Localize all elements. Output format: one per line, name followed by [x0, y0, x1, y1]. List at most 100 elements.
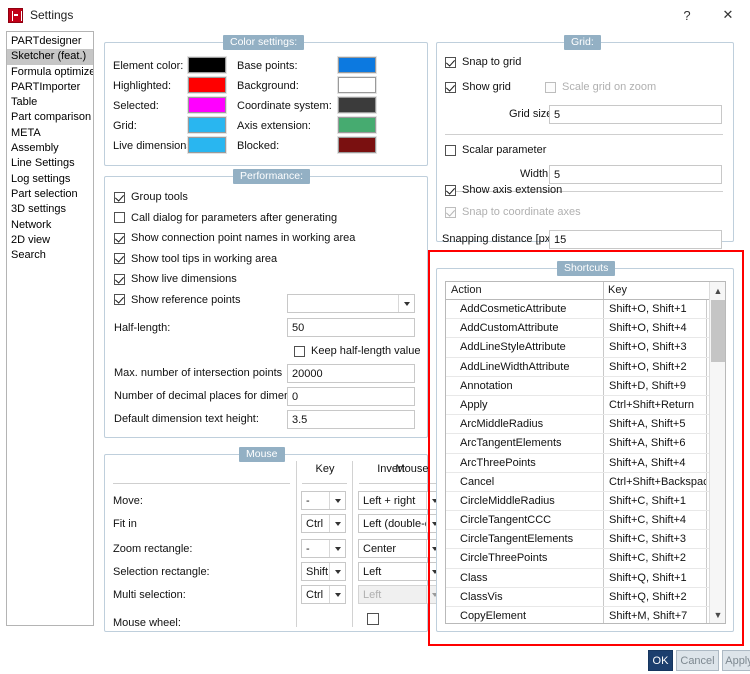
sidebar-item-meta[interactable]: META — [7, 126, 93, 141]
shortcut-key[interactable]: Shift+Q, Shift+1 — [603, 568, 707, 588]
mouse-key-combo[interactable]: Ctrl — [301, 585, 346, 604]
shortcuts-table-row[interactable]: CircleMiddleRadius Shift+C, Shift+1 — [446, 491, 725, 512]
shortcut-key[interactable]: Shift+C, Shift+4 — [603, 511, 707, 531]
reference-points-combo[interactable] — [287, 294, 415, 313]
shortcuts-table-row[interactable]: Apply Ctrl+Shift+Return — [446, 395, 725, 416]
performance-checkbox-call-dialog-for-parameters-after-generating[interactable]: Call dialog for parameters after generat… — [114, 212, 337, 224]
shortcut-key[interactable]: Shift+O, Shift+3 — [603, 338, 707, 358]
grid-size-input[interactable]: 5 — [549, 105, 722, 124]
chevron-down-icon[interactable]: ▼ — [710, 606, 725, 623]
shortcuts-table-row[interactable]: CircleThreePoints Shift+C, Shift+2 — [446, 549, 725, 569]
mouse-wheel-invert-checkbox[interactable] — [367, 613, 379, 625]
color-swatch-highlighted[interactable] — [188, 77, 226, 93]
sidebar-item-search[interactable]: Search — [7, 248, 93, 263]
mouse-button-combo[interactable]: Left + right — [358, 491, 443, 510]
ok-button[interactable]: OK — [648, 650, 673, 671]
shortcuts-table-row[interactable]: AddCustomAttribute Shift+O, Shift+4 — [446, 319, 725, 339]
sidebar-item-part-selection[interactable]: Part selection — [7, 187, 93, 202]
chevron-up-icon[interactable]: ▲ — [710, 282, 725, 299]
sidebar-item-formula-optimizer[interactable]: Formula optimizer — [7, 65, 93, 80]
color-swatch-background[interactable] — [338, 77, 376, 93]
half-length-input[interactable]: 50 — [287, 318, 415, 337]
decimal-places-input[interactable]: 0 — [287, 387, 415, 406]
color-swatch-axis-extension[interactable] — [338, 117, 376, 133]
shortcuts-table-row[interactable]: ClassVis Shift+Q, Shift+2 — [446, 587, 725, 607]
color-swatch-grid[interactable] — [188, 117, 226, 133]
shortcuts-table-row[interactable]: AddLineWidthAttribute Shift+O, Shift+2 — [446, 357, 725, 377]
close-icon[interactable]: ✕ — [722, 7, 734, 22]
scale-grid-on-zoom-checkbox[interactable]: Scale grid on zoom — [545, 81, 656, 93]
shortcut-key[interactable]: Shift+D, Shift+9 — [603, 376, 707, 396]
mouse-key-combo[interactable]: Ctrl — [301, 514, 346, 533]
color-swatch-live-dimensions[interactable] — [188, 137, 226, 153]
shortcuts-table-row[interactable]: ArcThreePoints Shift+A, Shift+4 — [446, 453, 725, 473]
shortcut-key[interactable]: Shift+C, Shift+3 — [603, 530, 707, 550]
shortcuts-table-row[interactable]: AddCosmeticAttribute Shift+O, Shift+1 — [446, 300, 725, 320]
color-swatch-base-points[interactable] — [338, 57, 376, 73]
snap-to-grid-checkbox[interactable]: Snap to grid — [445, 56, 521, 68]
performance-checkbox-show-connection-point-names-in-working-area[interactable]: Show connection point names in working a… — [114, 232, 355, 244]
keep-half-length-checkbox[interactable]: Keep half-length value — [294, 345, 420, 357]
show-axis-extension-checkbox[interactable]: Show axis extension — [445, 184, 562, 196]
mouse-button-combo[interactable]: Left (double-click) — [358, 514, 443, 533]
settings-category-list[interactable]: PARTdesigner Sketcher (feat.) Formula opti… — [6, 31, 94, 626]
max-intersection-input[interactable]: 20000 — [287, 364, 415, 383]
snapping-distance-input[interactable]: 15 — [549, 230, 722, 249]
shortcut-key[interactable]: Shift+O, Shift+4 — [603, 319, 707, 339]
text-height-input[interactable]: 3.5 — [287, 410, 415, 429]
sidebar-item-assembly[interactable]: Assembly — [7, 141, 93, 156]
sidebar-item-table[interactable]: Table — [7, 95, 93, 110]
color-swatch-selected[interactable] — [188, 97, 226, 113]
shortcuts-table-row[interactable]: ArcMiddleRadius Shift+A, Shift+5 — [446, 415, 725, 435]
shortcuts-table-row[interactable]: CopyElement Shift+M, Shift+7 — [446, 607, 725, 623]
color-swatch-blocked[interactable] — [338, 137, 376, 153]
sidebar-item-line-settings[interactable]: Line Settings — [7, 156, 93, 171]
shortcuts-table-row[interactable]: Class Shift+Q, Shift+1 — [446, 568, 725, 588]
performance-checkbox-show-tool-tips-in-working-area[interactable]: Show tool tips in working area — [114, 253, 277, 265]
sidebar-item-part-comparison[interactable]: Part comparison — [7, 110, 93, 125]
sidebar-item-partimporter[interactable]: PARTImporter — [7, 80, 93, 95]
performance-checkbox-show-live-dimensions[interactable]: Show live dimensions — [114, 273, 237, 285]
mouse-button-combo[interactable]: Center — [358, 539, 443, 558]
mouse-key-combo[interactable]: - — [301, 491, 346, 510]
color-swatch-element-color[interactable] — [188, 57, 226, 73]
mouse-button-combo[interactable]: Left — [358, 585, 443, 604]
shortcut-key[interactable]: Shift+Q, Shift+2 — [603, 587, 707, 607]
shortcuts-table-row[interactable]: Cancel Ctrl+Shift+Backspace — [446, 472, 725, 492]
width-input[interactable]: 5 — [549, 165, 722, 184]
shortcut-key[interactable]: Shift+A, Shift+4 — [603, 453, 707, 473]
apply-button[interactable]: Apply — [722, 650, 750, 671]
scrollbar-thumb[interactable] — [711, 300, 725, 362]
sidebar-item-network[interactable]: Network — [7, 218, 93, 233]
shortcuts-table-row[interactable]: CircleTangentCCC Shift+C, Shift+4 — [446, 511, 725, 531]
performance-checkbox-show-reference-points[interactable]: Show reference points — [114, 294, 240, 306]
sidebar-item-log-settings[interactable]: Log settings — [7, 172, 93, 187]
shortcuts-table-row[interactable]: Annotation Shift+D, Shift+9 — [446, 376, 725, 396]
shortcuts-table-row[interactable]: CircleTangentElements Shift+C, Shift+3 — [446, 530, 725, 550]
color-swatch-coordinate-system[interactable] — [338, 97, 376, 113]
shortcut-key[interactable]: Ctrl+Shift+Return — [603, 395, 707, 416]
mouse-key-combo[interactable]: - — [301, 539, 346, 558]
shortcuts-table-body[interactable]: AddCosmeticAttribute Shift+O, Shift+1 AddC… — [446, 300, 725, 623]
mouse-key-combo[interactable]: Shift — [301, 562, 346, 581]
sidebar-item-partdesigner[interactable]: PARTdesigner — [7, 34, 93, 49]
show-grid-checkbox[interactable]: Show grid — [445, 81, 511, 93]
shortcut-key[interactable]: Shift+C, Shift+2 — [603, 549, 707, 569]
shortcut-key[interactable]: Shift+O, Shift+2 — [603, 357, 707, 377]
scalar-parameter-checkbox[interactable]: Scalar parameter — [445, 144, 546, 156]
shortcuts-scrollbar[interactable]: ▲ ▼ — [709, 282, 725, 623]
cancel-button[interactable]: Cancel — [676, 650, 719, 671]
shortcut-key[interactable]: Shift+M, Shift+7 — [603, 607, 707, 623]
sidebar-item-3d-settings[interactable]: 3D settings — [7, 202, 93, 217]
shortcuts-table-row[interactable]: AddLineStyleAttribute Shift+O, Shift+3 — [446, 338, 725, 358]
shortcuts-table-row[interactable]: ArcTangentElements Shift+A, Shift+6 — [446, 434, 725, 454]
shortcut-key[interactable]: Shift+A, Shift+6 — [603, 434, 707, 454]
shortcut-key[interactable]: Ctrl+Shift+Backspace — [603, 472, 707, 492]
snap-to-coordinate-axes-checkbox[interactable]: Snap to coordinate axes — [445, 206, 581, 218]
help-icon[interactable]: ? — [683, 7, 691, 23]
shortcut-key[interactable]: Shift+A, Shift+5 — [603, 415, 707, 435]
sidebar-item-2d-view[interactable]: 2D view — [7, 233, 93, 248]
sidebar-item-sketcher-feat[interactable]: Sketcher (feat.) — [7, 49, 93, 65]
shortcut-key[interactable]: Shift+O, Shift+1 — [603, 300, 707, 320]
shortcuts-table[interactable]: Action Key AddCosmeticAttribute Shift+O, … — [445, 281, 726, 624]
